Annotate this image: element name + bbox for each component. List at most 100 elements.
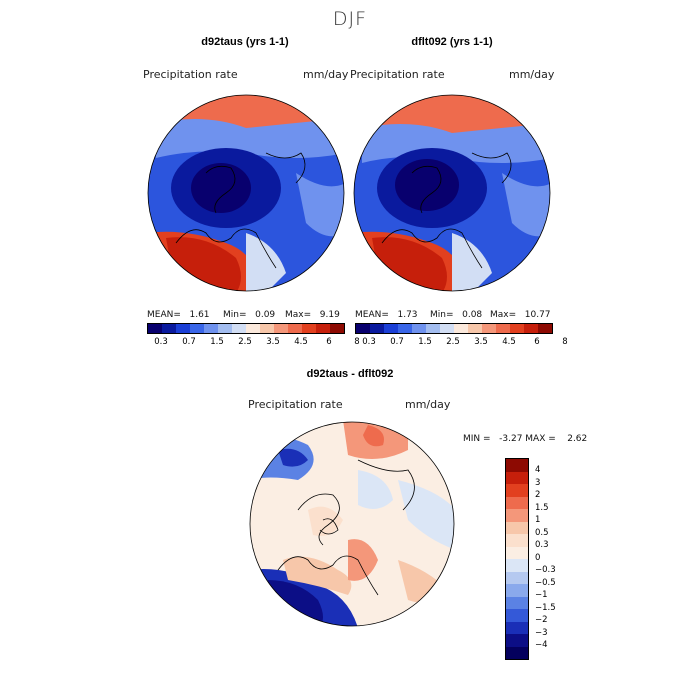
right-stats-min: Min= 0.08 [430, 310, 483, 320]
diff-units-label: mm/day [405, 398, 451, 411]
colorbar-swatch [506, 584, 528, 597]
colorbar-swatch [356, 324, 370, 333]
colorbar-swatch [482, 324, 496, 333]
colorbar-swatch [412, 324, 426, 333]
colorbar-label: 4.5 [294, 337, 308, 347]
left-units-label: mm/day [303, 68, 349, 81]
colorbar-swatch [538, 324, 552, 333]
colorbar-swatch [506, 559, 528, 572]
colorbar-label: 6 [534, 337, 540, 347]
colorbar-label: −3 [535, 627, 548, 638]
right-polar-map [353, 94, 551, 292]
colorbar-swatch [162, 324, 176, 333]
right-panel-title: dflt092 (yrs 1-1) [411, 36, 493, 48]
colorbar-swatch [524, 324, 538, 333]
left-panel-title: d92taus (yrs 1-1) [201, 36, 289, 48]
colorbar-swatch [260, 324, 274, 333]
colorbar-label: 0.3 [154, 337, 168, 347]
right-colorbar-labels: 0.3 0.7 1.5 2.5 3.5 4.5 6 8 [355, 337, 567, 349]
colorbar-label: 4 [535, 465, 541, 476]
colorbar-label: −0.3 [535, 565, 556, 576]
colorbar-swatch [506, 571, 528, 584]
colorbar-swatch [506, 534, 528, 547]
colorbar-swatch [330, 324, 344, 333]
colorbar-label: 0.5 [535, 527, 549, 538]
colorbar-swatch [506, 621, 528, 634]
left-colorbar [147, 323, 345, 334]
colorbar-label: 6 [326, 337, 332, 347]
colorbar-swatch [506, 471, 528, 484]
colorbar-label: 1.5 [210, 337, 224, 347]
colorbar-swatch [190, 324, 204, 333]
left-stats-max: Max= 9.19 [285, 310, 340, 320]
colorbar-label: 1.5 [535, 502, 549, 513]
colorbar-swatch [496, 324, 510, 333]
colorbar-swatch [384, 324, 398, 333]
colorbar-label: 1 [535, 515, 541, 526]
right-colorbar [355, 323, 553, 334]
colorbar-swatch [506, 609, 528, 622]
colorbar-label: 0.3 [535, 540, 549, 551]
colorbar-swatch [506, 459, 528, 472]
diff-polar-map [249, 421, 455, 627]
colorbar-swatch [302, 324, 316, 333]
colorbar-swatch [426, 324, 440, 333]
colorbar-label: −4 [535, 640, 548, 651]
colorbar-label: −1.5 [535, 602, 556, 613]
diff-panel-title: d92taus - dflt092 [306, 368, 394, 380]
colorbar-label: −1 [535, 590, 548, 601]
right-variable-label: Precipitation rate [350, 68, 445, 81]
colorbar-label: 0.3 [362, 337, 376, 347]
colorbar-label: 0.7 [390, 337, 404, 347]
colorbar-swatch [506, 484, 528, 497]
right-stats-max: Max= 10.77 [490, 310, 551, 320]
colorbar-swatch [288, 324, 302, 333]
colorbar-swatch [454, 324, 468, 333]
colorbar-label: 0 [535, 552, 541, 563]
colorbar-label: 1.5 [418, 337, 432, 347]
diff-colorbar [505, 458, 529, 660]
right-units-label: mm/day [509, 68, 555, 81]
diff-variable-label: Precipitation rate [248, 398, 343, 411]
colorbar-swatch [506, 496, 528, 509]
colorbar-swatch [510, 324, 524, 333]
left-variable-label: Precipitation rate [143, 68, 238, 81]
right-stats-mean: MEAN= 1.73 [355, 310, 418, 320]
left-stats-min: Min= 0.09 [223, 310, 276, 320]
season-title: DJF [332, 8, 368, 30]
colorbar-label: 2.5 [238, 337, 252, 347]
colorbar-swatch [316, 324, 330, 333]
colorbar-label: −2 [535, 615, 548, 626]
left-stats-mean: MEAN= 1.61 [147, 310, 210, 320]
left-colorbar-labels: 0.3 0.7 1.5 2.5 3.5 4.5 6 8 [147, 337, 359, 349]
colorbar-swatch [246, 324, 260, 333]
colorbar-swatch [506, 596, 528, 609]
colorbar-label: 8 [562, 337, 568, 347]
colorbar-label: 8 [354, 337, 360, 347]
colorbar-label: 0.7 [182, 337, 196, 347]
colorbar-label: −0.5 [535, 577, 556, 588]
colorbar-swatch [218, 324, 232, 333]
left-polar-map [147, 94, 345, 292]
colorbar-swatch [398, 324, 412, 333]
colorbar-swatch [176, 324, 190, 333]
colorbar-label: 3.5 [474, 337, 488, 347]
colorbar-swatch [274, 324, 288, 333]
colorbar-swatch [370, 324, 384, 333]
colorbar-label: 3.5 [266, 337, 280, 347]
colorbar-swatch [506, 521, 528, 534]
colorbar-swatch [232, 324, 246, 333]
colorbar-swatch [506, 546, 528, 559]
colorbar-swatch [506, 646, 528, 659]
colorbar-label: 2 [535, 490, 541, 501]
colorbar-label: 4.5 [502, 337, 516, 347]
colorbar-label: 2.5 [446, 337, 460, 347]
colorbar-swatch [468, 324, 482, 333]
colorbar-swatch [506, 634, 528, 647]
colorbar-label: 3 [535, 477, 541, 488]
colorbar-swatch [148, 324, 162, 333]
diff-minmax: MIN = -3.27 MAX = 2.62 [463, 434, 588, 444]
colorbar-swatch [440, 324, 454, 333]
colorbar-swatch [204, 324, 218, 333]
colorbar-swatch [506, 509, 528, 522]
